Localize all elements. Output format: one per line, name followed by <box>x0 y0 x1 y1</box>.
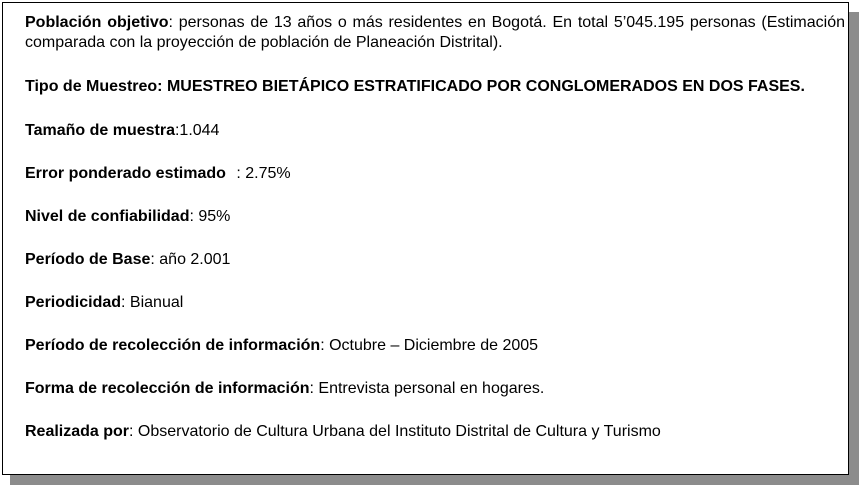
item-value: : Octubre – Diciembre de 2005 <box>320 337 539 354</box>
item-value: : Bianual <box>121 294 184 311</box>
item-value: : personas de 13 años o más residentes e… <box>25 14 846 51</box>
item-tamano-muestra: Tamaño de muestra:1.044 <box>25 121 845 141</box>
item-value: : Entrevista personal en hogares. <box>309 380 545 397</box>
item-value: : 95% <box>189 208 231 225</box>
item-label: Realizada por <box>25 423 130 440</box>
item-value: : Observatorio de Cultura Urbana del Ins… <box>129 423 661 440</box>
info-content: Población objetivo: personas de 13 años … <box>25 13 845 442</box>
item-label: Período de recolección de información <box>25 337 321 354</box>
item-periodo-recoleccion: Período de recolección de información: O… <box>25 336 845 356</box>
item-realizada-por: Realizada por: Observatorio de Cultura U… <box>25 422 845 442</box>
item-value: : año 2.001 <box>150 251 231 268</box>
item-label: Nivel de confiabilidad <box>25 208 190 225</box>
item-error-ponderado: Error ponderado estimado : 2.75% <box>25 164 845 184</box>
item-label: Tamaño de muestra <box>25 122 175 139</box>
item-forma-recoleccion: Forma de recolección de información: Ent… <box>25 379 845 399</box>
item-periodo-base: Período de Base: año 2.001 <box>25 250 845 270</box>
item-label: Período de Base <box>25 251 151 268</box>
item-tipo-muestreo: Tipo de Muestreo: MUESTREO BIETÁPICO EST… <box>25 77 845 97</box>
item-label: Forma de recolección de información <box>25 380 310 397</box>
item-label: Tipo de Muestreo: MUESTREO BIETÁPICO EST… <box>25 78 805 95</box>
item-periodicidad: Periodicidad: Bianual <box>25 293 845 313</box>
item-poblacion-objetivo: Población objetivo: personas de 13 años … <box>25 13 845 53</box>
info-box: Población objetivo: personas de 13 años … <box>2 2 849 475</box>
item-label: Periodicidad <box>25 294 122 311</box>
item-value: : 2.75% <box>231 165 291 182</box>
item-value: :1.044 <box>174 122 220 139</box>
item-label: Población objetivo <box>25 14 169 31</box>
item-label: Error ponderado estimado <box>25 165 226 182</box>
item-nivel-confiabilidad: Nivel de confiabilidad: 95% <box>25 207 845 227</box>
